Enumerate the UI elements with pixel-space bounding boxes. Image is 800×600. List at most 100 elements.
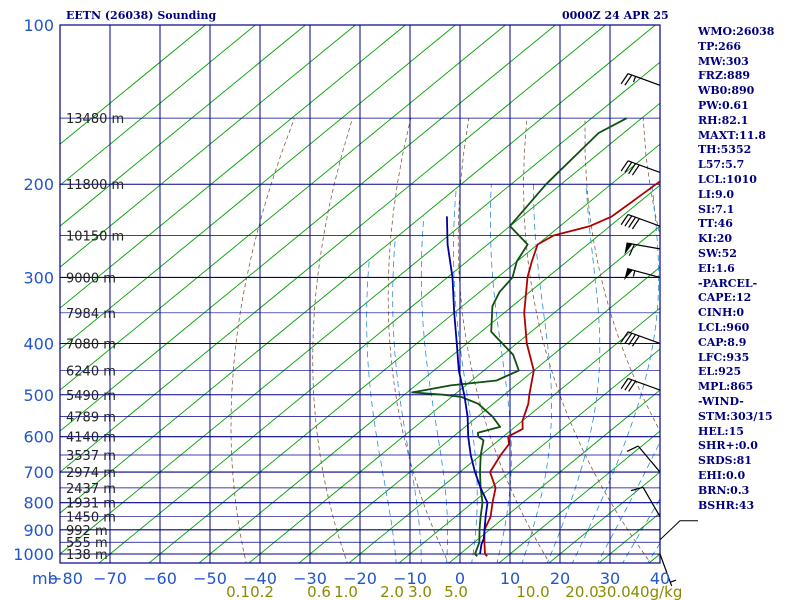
height-label: 2437 m: [66, 482, 116, 497]
index-item: STM:303/15: [698, 409, 773, 423]
mixing-ratio-label: 0.2: [250, 583, 274, 600]
index-item: MPL:865: [698, 380, 754, 394]
skewed-isotherm-line: [498, 430, 660, 563]
wind-barb-flag: [630, 486, 644, 492]
temperature-tick-label: −80: [49, 569, 83, 588]
wind-barb-flag: [624, 215, 633, 227]
index-item: PW:0.61: [698, 98, 749, 112]
wind-barb-flag: [624, 332, 633, 344]
pressure-tick-label: 100: [23, 16, 54, 35]
chart-title: EETN (26038) Sounding: [66, 9, 217, 22]
skewed-isotherm-line: [60, 25, 656, 514]
wind-barb-flag: [631, 218, 640, 230]
height-label: 4140 m: [66, 431, 116, 446]
parcel-line: [446, 216, 489, 555]
chart-subtitle: 0000Z 24 APR 25: [562, 9, 669, 22]
skewed-isotherm-line: [60, 25, 406, 309]
index-item: WB0:890: [698, 84, 755, 98]
wind-barb-flag: [628, 244, 635, 256]
skewed-isotherm-line: [448, 389, 660, 563]
index-item: SRDS:81: [698, 454, 752, 468]
moist-adiabat-line: [571, 184, 659, 563]
wind-barb-pennant: [624, 268, 633, 281]
moist-adiabat-line: [521, 184, 552, 563]
pressure-temperature-grid: [59, 24, 661, 564]
height-label: 1450 m: [66, 511, 116, 526]
temperature-tick-label: −20: [343, 569, 377, 588]
mixing-ratio-label: 20.0: [565, 583, 598, 600]
index-item: TP:266: [698, 39, 742, 53]
wind-barb: [620, 377, 661, 392]
skewed-isotherm-line: [60, 25, 456, 350]
skewed-isotherm-line: [60, 61, 660, 555]
dry-adiabat-line: [230, 118, 295, 563]
index-item: RH:82.1: [698, 113, 749, 127]
temperature-tick-label: −10: [393, 569, 427, 588]
moist-adiabat-line: [420, 216, 448, 563]
pressure-tick-label: 600: [23, 428, 54, 447]
pressure-tick-label: 800: [23, 494, 54, 513]
pressure-tick-label: 400: [23, 334, 54, 353]
temperature-tick-label: 0: [455, 569, 465, 588]
wind-barb-staff: [659, 553, 673, 587]
index-item: EL:925: [698, 365, 742, 379]
height-label: 5490 m: [66, 389, 116, 404]
temperature-tick-label: −30: [293, 569, 327, 588]
wind-barb: [620, 73, 661, 86]
temperature-line: [483, 180, 660, 557]
temperature-tick-label: −60: [143, 569, 177, 588]
mixing-ratio-label: 0.1: [226, 583, 250, 600]
wind-barb-half-flag: [670, 579, 677, 583]
height-label: 1931 m: [66, 497, 116, 512]
moist-adiabat-line: [392, 240, 422, 563]
height-label: 9000 m: [66, 271, 116, 286]
moist-adiabat-line: [366, 261, 397, 563]
moist-adiabat-line: [597, 440, 660, 563]
mixing-ratio-label: g/kg: [650, 583, 683, 600]
skewed-isotherm-line: [60, 25, 506, 391]
index-item: BSHR:43: [698, 498, 755, 512]
height-label: 138 m: [66, 548, 108, 563]
skewed-isotherm-line: [60, 25, 606, 473]
wind-barb-staff: [642, 486, 661, 517]
index-item: WMO:26038: [698, 25, 775, 38]
index-item: SI:7.1: [698, 202, 735, 216]
wind-barb-flag: [624, 161, 633, 173]
temperature-tick-label: 40: [650, 569, 670, 588]
wind-barb-staff: [627, 377, 661, 391]
index-item: -PARCEL-: [698, 276, 758, 290]
height-label: 10150 m: [66, 230, 124, 245]
mixing-ratio-label: 40: [630, 583, 649, 600]
height-label: 6240 m: [66, 365, 116, 380]
wind-barb-flag: [628, 334, 637, 346]
wind-barb: [620, 331, 661, 347]
wind-barb: [624, 242, 661, 256]
wind-barb: [659, 553, 677, 587]
index-item: CINH:0: [698, 306, 745, 320]
skewed-isotherm-line: [298, 266, 660, 563]
index-item: LCL:1010: [698, 172, 757, 186]
wind-barb-flag: [620, 73, 629, 85]
height-label: 7080 m: [66, 337, 116, 352]
skewed-isotherm-line: [60, 25, 256, 186]
index-item: CAP:8.9: [698, 335, 747, 349]
wind-barb-flag: [620, 160, 629, 172]
wind-barb: [624, 268, 661, 281]
pressure-tick-label: 700: [23, 463, 54, 482]
wind-barb-staff: [627, 331, 661, 345]
wind-barb-flag: [624, 379, 633, 391]
wind-barb: [626, 445, 661, 473]
wind-barb-flag: [631, 335, 640, 347]
wind-barb: [620, 160, 661, 176]
wind-barb-flag: [626, 445, 639, 452]
height-label: 555 m: [66, 536, 108, 551]
height-label: 11800 m: [66, 178, 124, 193]
index-item: LCL:960: [698, 320, 750, 334]
pressure-tick-label: 1000: [13, 545, 54, 564]
skewed-isotherm-line: [148, 143, 660, 563]
index-item: L57:5.7: [698, 158, 745, 172]
skewed-isotherm-line: [248, 225, 660, 563]
moist-adiabat-line: [453, 189, 478, 563]
